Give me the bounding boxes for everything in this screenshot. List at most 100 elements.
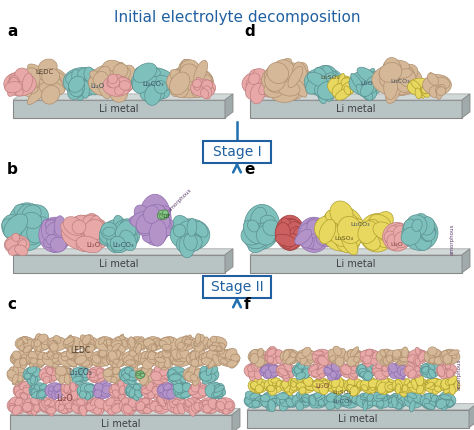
Ellipse shape [15,390,27,397]
Ellipse shape [417,387,425,394]
Ellipse shape [303,369,310,378]
Ellipse shape [168,375,176,382]
Ellipse shape [158,396,165,407]
Ellipse shape [84,350,93,358]
Ellipse shape [32,227,48,239]
Ellipse shape [401,351,409,357]
Ellipse shape [387,234,399,250]
Ellipse shape [380,73,396,87]
Ellipse shape [123,340,128,346]
Ellipse shape [195,379,201,390]
Ellipse shape [216,400,223,407]
Ellipse shape [422,366,428,373]
Ellipse shape [307,72,328,87]
Ellipse shape [316,68,326,82]
Ellipse shape [413,217,428,234]
Ellipse shape [387,240,397,249]
Ellipse shape [66,338,73,346]
Ellipse shape [337,220,363,234]
Ellipse shape [389,397,400,405]
Ellipse shape [107,234,117,247]
Ellipse shape [173,350,183,360]
Ellipse shape [175,220,190,235]
Ellipse shape [328,349,337,360]
Ellipse shape [164,346,171,353]
Ellipse shape [194,60,208,85]
Ellipse shape [371,218,387,236]
Ellipse shape [27,83,48,104]
Ellipse shape [34,398,42,406]
Ellipse shape [169,374,181,381]
Ellipse shape [37,384,46,393]
Ellipse shape [29,383,49,399]
Ellipse shape [407,392,417,399]
Ellipse shape [204,86,215,96]
Ellipse shape [21,345,32,353]
Ellipse shape [103,384,112,392]
Ellipse shape [247,365,255,372]
Ellipse shape [393,402,402,409]
Ellipse shape [428,363,435,370]
Ellipse shape [152,387,161,395]
Text: Li₂CO₃: Li₂CO₃ [142,81,164,87]
Ellipse shape [150,384,156,390]
Text: Li₂SO₄: Li₂SO₄ [335,237,354,241]
Ellipse shape [185,337,190,346]
Ellipse shape [394,64,418,86]
Ellipse shape [141,367,151,373]
Ellipse shape [251,350,258,357]
Text: b: b [7,162,18,177]
Ellipse shape [291,384,298,391]
Ellipse shape [127,338,136,346]
Ellipse shape [436,399,447,408]
Ellipse shape [248,227,273,242]
Ellipse shape [333,377,340,384]
Ellipse shape [376,402,383,409]
Ellipse shape [386,353,395,361]
Ellipse shape [415,358,420,366]
Ellipse shape [194,340,200,346]
Ellipse shape [141,351,148,359]
Ellipse shape [332,349,341,356]
Ellipse shape [313,380,323,388]
Ellipse shape [282,381,288,388]
Ellipse shape [109,350,117,362]
Ellipse shape [43,71,57,82]
Ellipse shape [27,217,51,243]
Ellipse shape [76,377,82,383]
Ellipse shape [365,85,376,94]
Ellipse shape [379,71,394,86]
Ellipse shape [111,368,118,375]
Ellipse shape [285,83,304,99]
Ellipse shape [363,86,377,100]
Ellipse shape [260,363,280,378]
Ellipse shape [83,344,92,352]
Ellipse shape [120,219,138,236]
Ellipse shape [250,83,265,104]
Ellipse shape [47,337,67,351]
Ellipse shape [70,383,75,389]
Ellipse shape [111,237,129,253]
Ellipse shape [34,344,41,351]
Ellipse shape [129,402,138,411]
Ellipse shape [430,363,440,372]
Ellipse shape [178,403,184,410]
Ellipse shape [340,363,360,378]
Ellipse shape [419,351,425,360]
Ellipse shape [317,358,325,362]
Ellipse shape [298,352,306,359]
Ellipse shape [163,356,170,368]
Ellipse shape [162,214,168,218]
Ellipse shape [255,357,264,367]
Ellipse shape [438,392,445,402]
Ellipse shape [115,77,132,93]
Ellipse shape [350,221,363,243]
Ellipse shape [300,223,318,239]
Ellipse shape [20,68,40,90]
Ellipse shape [47,221,63,231]
Ellipse shape [441,350,448,357]
Ellipse shape [95,383,103,392]
Ellipse shape [376,349,396,364]
Ellipse shape [209,369,216,374]
Ellipse shape [310,399,319,408]
